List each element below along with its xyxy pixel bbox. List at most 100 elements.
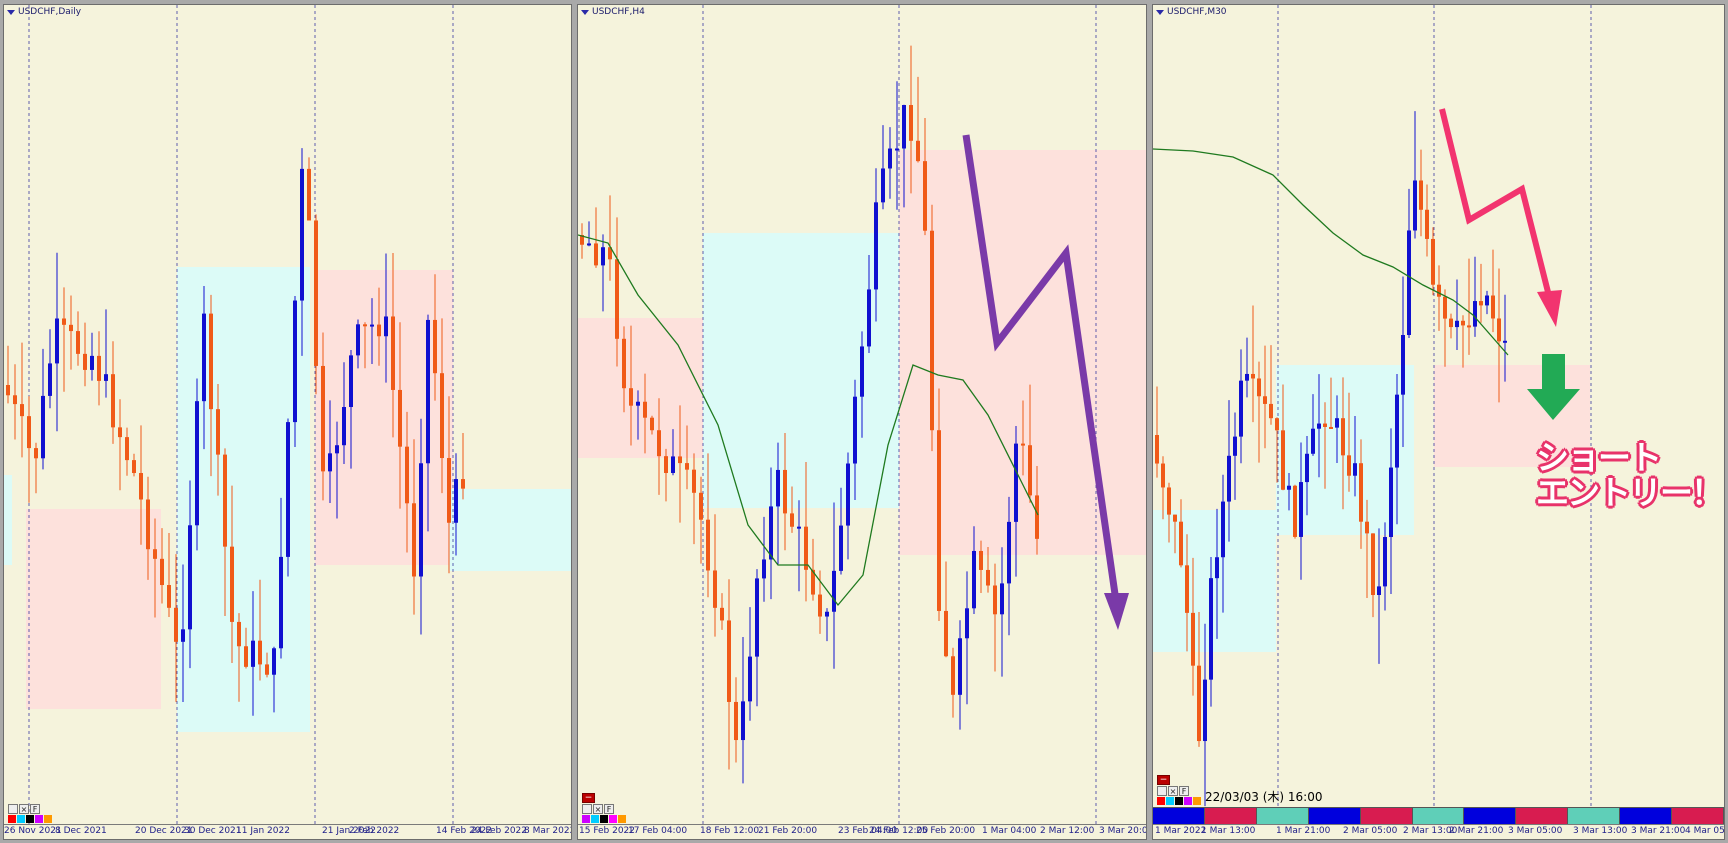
x-axis-label: 3 Mar 21:00 xyxy=(1631,826,1686,836)
color-swatch[interactable] xyxy=(1184,797,1192,805)
candle-body xyxy=(1269,403,1273,419)
candle-body xyxy=(1221,501,1225,558)
color-swatch[interactable] xyxy=(8,815,16,823)
candle-body xyxy=(790,513,794,527)
candle-body xyxy=(1323,423,1327,427)
color-swatch[interactable] xyxy=(1157,797,1165,805)
candle-body xyxy=(930,230,934,431)
candle-body xyxy=(433,319,437,374)
candle-body xyxy=(167,585,171,608)
candle-body xyxy=(755,578,759,657)
candle-body xyxy=(1203,679,1207,742)
candlestick-chart-daily[interactable] xyxy=(4,5,572,827)
strength-segment xyxy=(1672,808,1724,824)
candle-body xyxy=(209,313,213,410)
x-axis-label: 4 Mar 05:00 xyxy=(1685,826,1725,836)
strength-segment xyxy=(1256,808,1309,824)
x-axis-label: 11 Jan 2022 xyxy=(236,826,290,836)
candle-body xyxy=(601,247,605,266)
candlestick-chart-m30[interactable] xyxy=(1153,5,1725,827)
candle-body xyxy=(391,316,395,390)
candle-body xyxy=(132,460,136,474)
candle-body xyxy=(279,556,283,649)
minimize-button[interactable]: − xyxy=(582,793,595,803)
cursor-icon[interactable] xyxy=(582,804,592,814)
price-zone xyxy=(899,150,1146,555)
dropdown-triangle-icon[interactable] xyxy=(1156,9,1164,15)
chart-panel-daily[interactable]: USDCHF,Daily × F 26 Nov 2021 8 Dec 2021 20 … xyxy=(3,4,572,840)
candle-body xyxy=(1425,209,1429,239)
dropdown-triangle-icon[interactable] xyxy=(7,9,15,15)
minimize-button[interactable]: − xyxy=(1157,775,1170,785)
x-axis: 26 Nov 2021 8 Dec 2021 20 Dec 2021 30 Dec 2… xyxy=(4,824,571,839)
cursor-icon[interactable] xyxy=(1157,786,1167,796)
candle-body xyxy=(713,570,717,608)
fibonacci-icon[interactable]: F xyxy=(1179,786,1189,796)
candle-body xyxy=(286,422,290,557)
candle-body xyxy=(202,313,206,402)
chart-panel-m30[interactable]: USDCHF,M30 − × F 22/03/03 (木) 16:00 1 Mar… xyxy=(1152,4,1725,840)
x-axis-label: 20 Dec 2021 xyxy=(135,826,193,836)
candle-body xyxy=(615,259,619,339)
color-swatch[interactable] xyxy=(582,815,590,823)
color-swatch[interactable] xyxy=(1175,797,1183,805)
chart-panel-h4[interactable]: USDCHF,H4 − × F 15 Feb 2022 17 Feb 04:00 18… xyxy=(577,4,1147,840)
cursor-icon[interactable] xyxy=(8,804,18,814)
candle-body xyxy=(125,437,129,461)
dropdown-triangle-icon[interactable] xyxy=(581,9,589,15)
candle-body xyxy=(160,558,164,586)
short-entry-annotation: ショート エントリー！ xyxy=(1536,440,1724,510)
candlestick-chart-h4[interactable] xyxy=(578,5,1147,827)
color-swatch[interactable] xyxy=(17,815,25,823)
x-axis-label: 3 Mar 20:00 xyxy=(1099,826,1146,836)
color-swatch[interactable] xyxy=(591,815,599,823)
strength-segment xyxy=(1204,808,1257,824)
strength-segment xyxy=(1568,808,1621,824)
candle-body xyxy=(1233,436,1237,456)
candle-body xyxy=(825,611,829,617)
candle-body xyxy=(692,469,696,493)
color-swatch[interactable] xyxy=(618,815,626,823)
price-zone xyxy=(26,509,161,709)
candle-body xyxy=(972,550,976,609)
toolbox: − × F xyxy=(582,793,626,823)
candle-body xyxy=(314,220,318,366)
x-axis-label: 15 Feb 2022 xyxy=(579,826,636,836)
x-axis-label: 24 Feb 12:00 xyxy=(869,826,929,836)
candle-body xyxy=(146,499,150,550)
candle-body xyxy=(447,458,451,523)
currency-strength-bar xyxy=(1153,807,1724,824)
close-icon[interactable]: × xyxy=(1168,786,1178,796)
candle-body xyxy=(349,355,353,408)
price-zone xyxy=(703,233,900,508)
color-swatch[interactable] xyxy=(44,815,52,823)
close-icon[interactable]: × xyxy=(19,804,29,814)
candle-body xyxy=(671,456,675,474)
fibonacci-icon[interactable]: F xyxy=(30,804,40,814)
color-swatch[interactable] xyxy=(600,815,608,823)
color-swatch[interactable] xyxy=(1166,797,1174,805)
candle-body xyxy=(461,479,465,489)
moving-average-line xyxy=(1153,148,1509,356)
candle-body xyxy=(69,324,73,332)
color-swatch[interactable] xyxy=(35,815,43,823)
candle-body xyxy=(1491,295,1495,319)
color-swatch[interactable] xyxy=(609,815,617,823)
price-zone xyxy=(4,475,12,565)
candle-body xyxy=(1503,340,1507,343)
candle-body xyxy=(377,324,381,337)
x-axis: 1 Mar 2022 1 Mar 13:00 1 Mar 21:00 2 Mar 05… xyxy=(1153,824,1724,839)
candle-body xyxy=(1347,455,1351,476)
candle-body xyxy=(118,427,122,438)
x-axis-label: 17 Feb 04:00 xyxy=(628,826,688,836)
strength-segment xyxy=(1360,808,1413,824)
candle-body xyxy=(307,168,311,221)
fibonacci-icon[interactable]: F xyxy=(604,804,614,814)
color-swatch[interactable] xyxy=(1193,797,1201,805)
color-swatch[interactable] xyxy=(26,815,34,823)
close-icon[interactable]: × xyxy=(593,804,603,814)
candle-body xyxy=(104,374,108,381)
candle-body xyxy=(181,629,185,642)
candle-body xyxy=(83,353,87,370)
candle-body xyxy=(111,374,115,428)
